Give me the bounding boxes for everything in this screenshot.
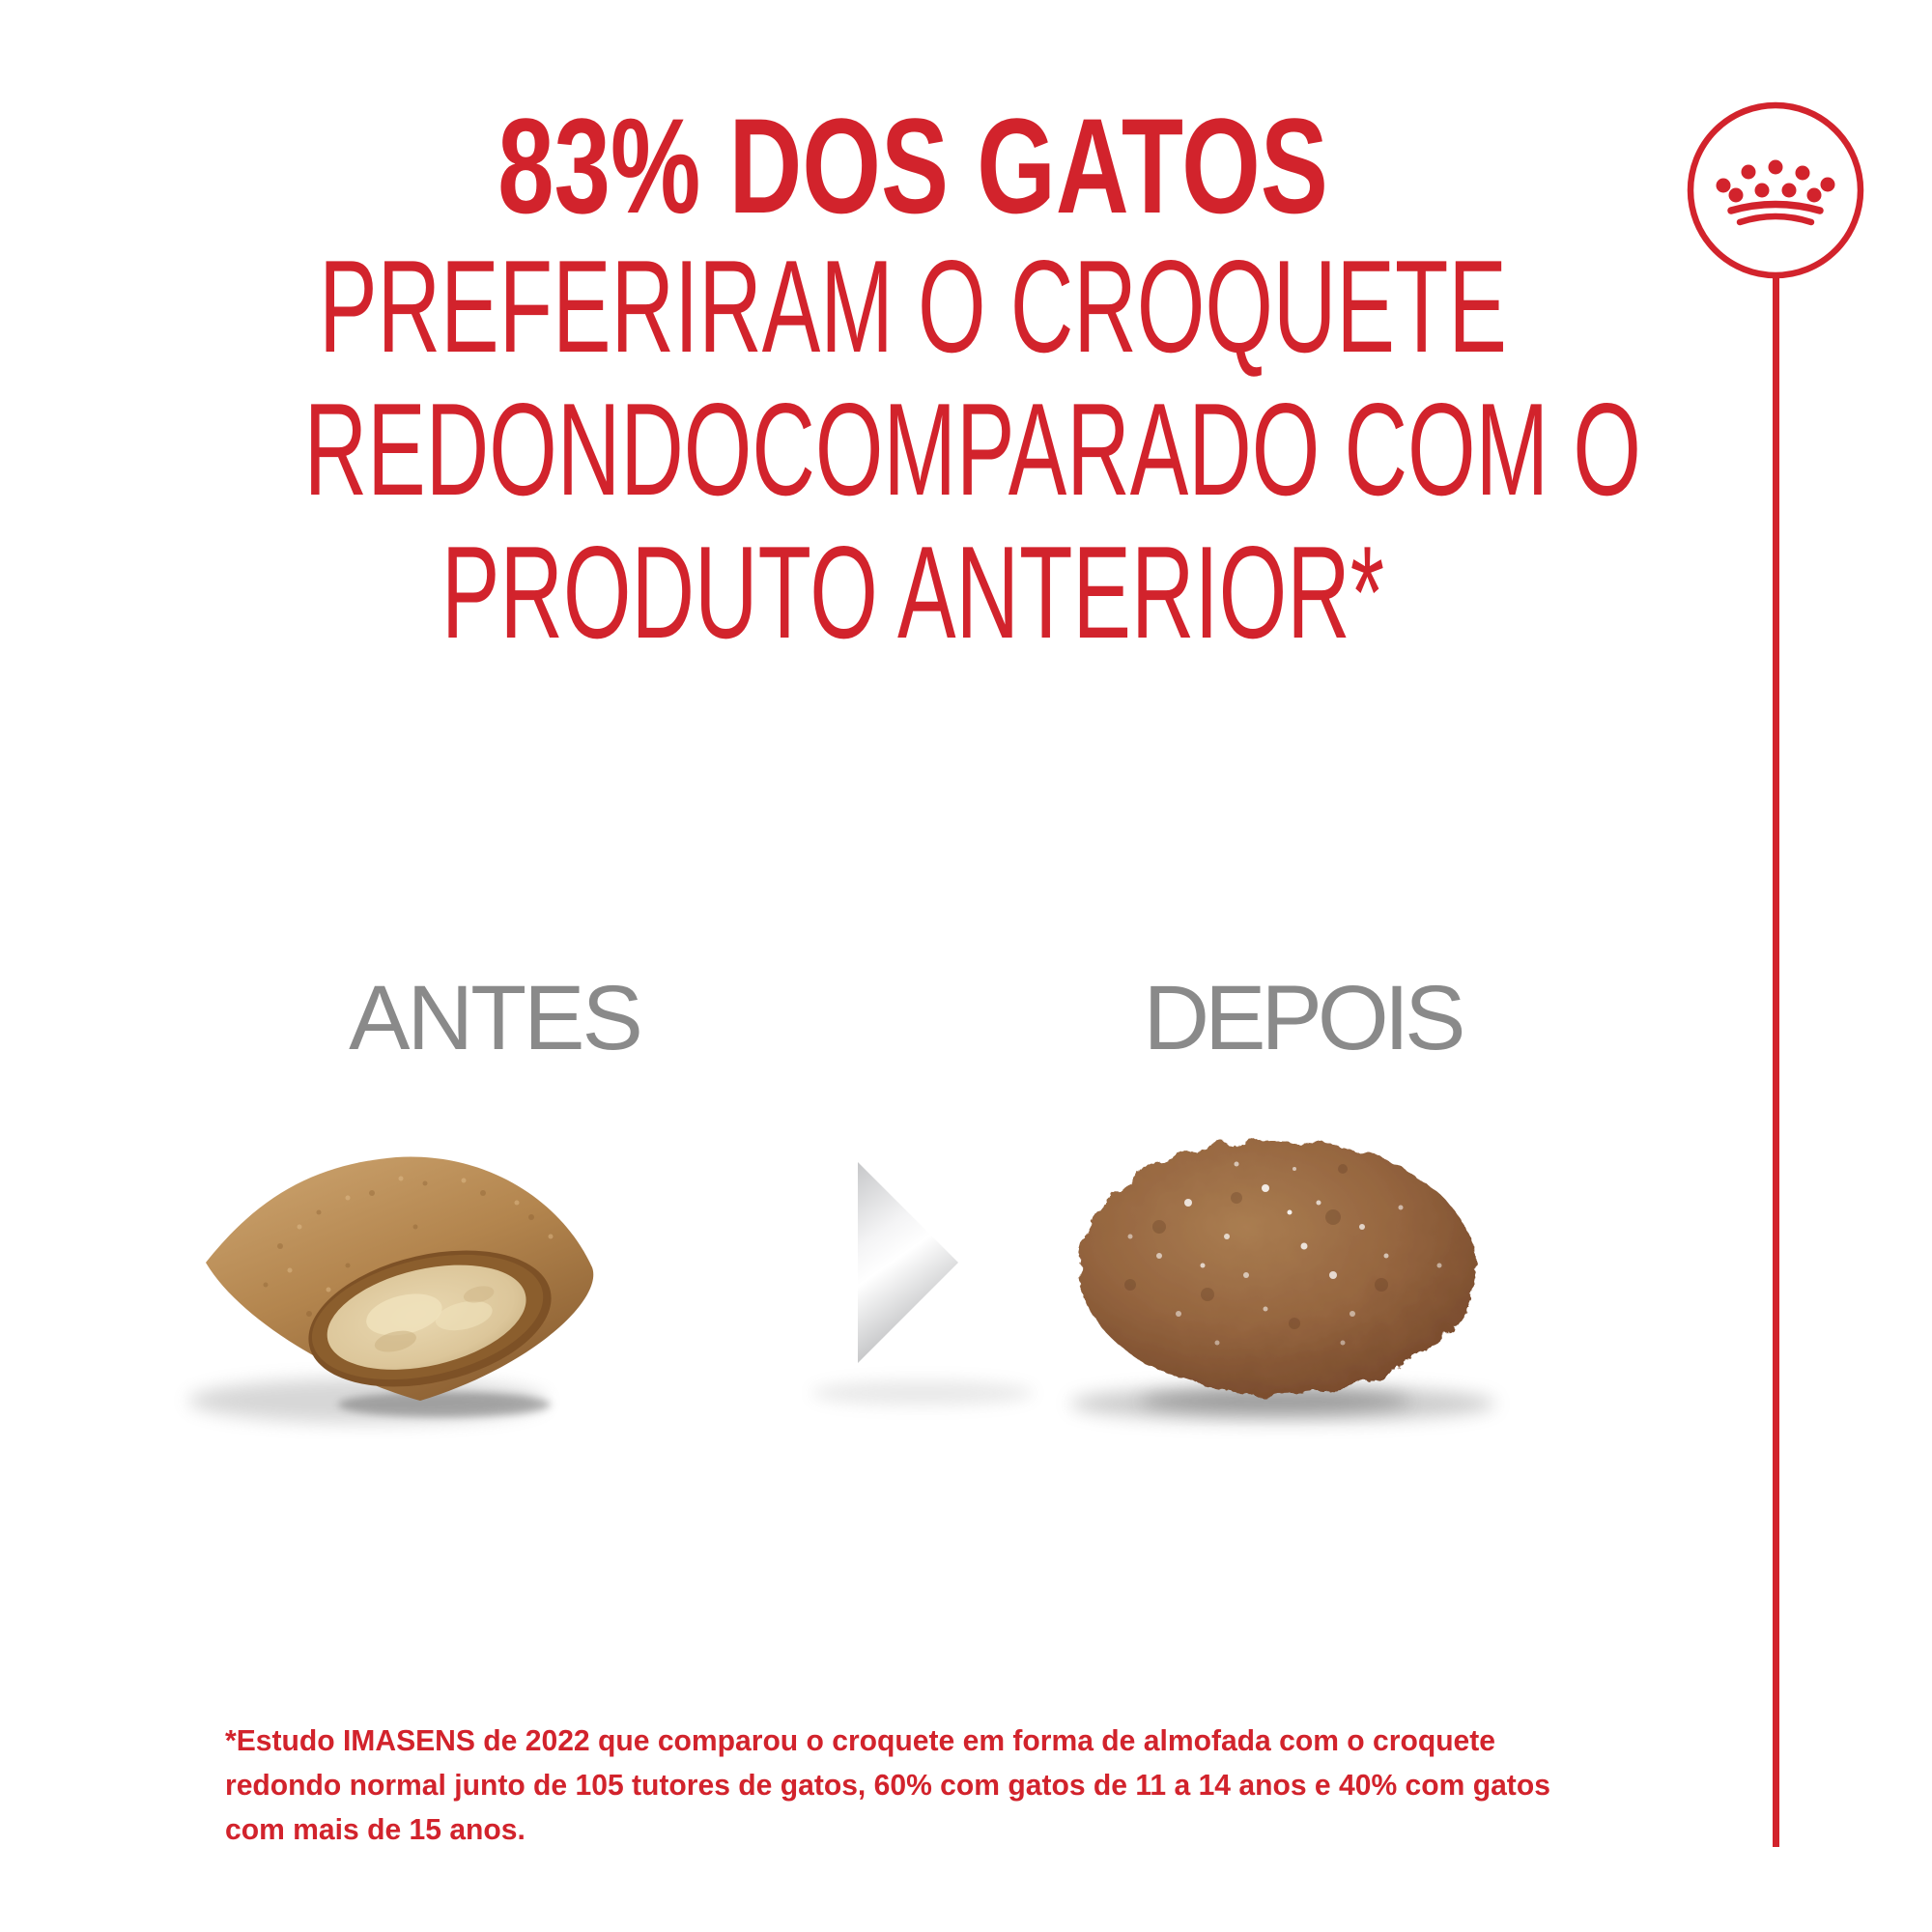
vertical-divider-line xyxy=(1773,278,1779,1847)
headline-sub-line-2: REDONDOCOMPARADO COM O xyxy=(303,376,1641,523)
headline-stat: 83% DOS GATOS xyxy=(497,90,1328,242)
headline-sub-line-3: PRODUTO ANTERIOR* xyxy=(440,519,1385,666)
headline-sub-line-1: PREFERIRAM O CROQUETE xyxy=(319,233,1507,380)
footnote: *Estudo IMASENS de 2022 que comparou o c… xyxy=(225,1719,1550,1852)
after-kibble-image xyxy=(1043,1111,1526,1439)
footnote-line-3: com mais de 15 anos. xyxy=(225,1812,526,1846)
after-label: DEPOIS xyxy=(1143,967,1466,1069)
before-kibble-image xyxy=(174,1121,638,1439)
before-label: ANTES xyxy=(349,967,643,1069)
footnote-line-2: redondo normal junto de 105 tutores de g… xyxy=(225,1768,1550,1802)
arrow-right-icon xyxy=(802,1140,1053,1420)
royal-canin-crown-icon xyxy=(1683,98,1868,283)
footnote-line-1: *Estudo IMASENS de 2022 que comparou o c… xyxy=(225,1723,1496,1757)
